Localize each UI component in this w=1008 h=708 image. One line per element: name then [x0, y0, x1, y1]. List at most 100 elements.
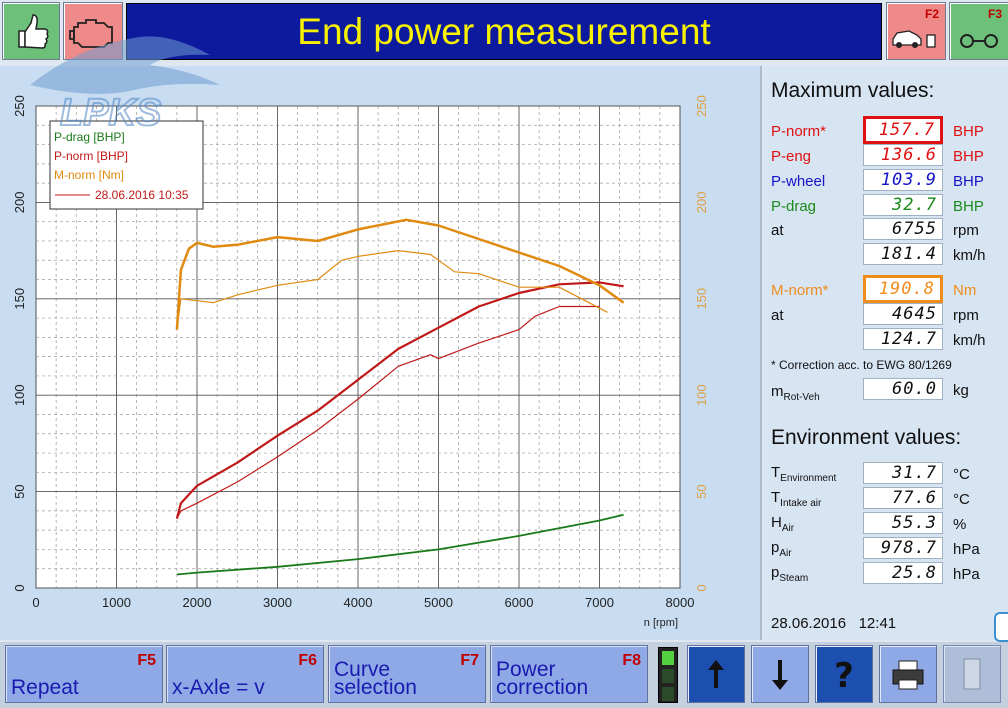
- f8-key-label: F8: [622, 652, 641, 669]
- curve-selection-label: Curve selection: [334, 658, 417, 699]
- series-line: [176, 250, 608, 330]
- f5-key-label: F5: [137, 652, 156, 669]
- env-row-value: 978.7: [863, 537, 943, 559]
- y-tick-label-left: 50: [12, 484, 27, 498]
- question-mark-icon: ?: [834, 656, 854, 694]
- f7-key-label: F7: [460, 652, 479, 669]
- legend-entry: P-drag [BHP]: [54, 130, 125, 144]
- curve-selection-button[interactable]: F7 Curve selection: [328, 645, 486, 703]
- max-row-value: 190.8: [863, 275, 943, 303]
- chart-panel: 0 1000 2000 3000 4000 5000 6000 7000 8000 0 50 100 1…: [0, 66, 762, 640]
- y-tick-label-left: 150: [12, 288, 27, 310]
- env-row-unit: hPa: [953, 566, 980, 583]
- roller-button[interactable]: F3: [949, 2, 1008, 60]
- max-row-label: at: [771, 222, 784, 239]
- x-tick-label: 0: [32, 595, 39, 610]
- arrow-down-icon: [772, 660, 788, 690]
- power-correction-button[interactable]: F8 Power correction: [490, 645, 648, 703]
- env-row-value: 25.8: [863, 562, 943, 584]
- power-chart: 0 1000 2000 3000 4000 5000 6000 7000 80000501001…: [12, 95, 709, 629]
- env-row-label: pAir: [771, 539, 792, 559]
- footer-toolbar: F5 Repeat F6 x-Axle = v F7 Curve selecti…: [0, 642, 1008, 708]
- max-row-value: 103.9: [863, 169, 943, 191]
- max-row-label: M-norm*: [771, 282, 829, 299]
- max-row-unit: km/h: [953, 332, 986, 349]
- max-row-label: P-wheel: [771, 173, 826, 190]
- x-tick-label: 4000: [344, 595, 373, 610]
- correction-footnote: * Correction acc. to EWG 80/1269: [771, 358, 952, 372]
- max-row-value: 32.7: [863, 194, 943, 216]
- y-tick-label-right: 200: [694, 192, 709, 214]
- max-row-value: 157.7: [863, 116, 943, 144]
- values-panel: Maximum values: P-norm* 157.7 BHP P-eng 136.…: [764, 66, 1008, 642]
- y-tick-label-left: 250: [12, 95, 27, 117]
- max-row-value: 124.7: [863, 328, 943, 350]
- header-bar: End power measurement F2 F3: [0, 0, 1008, 64]
- legend-entry: M-norm [Nm]: [54, 168, 124, 182]
- series-line: [176, 513, 624, 576]
- x-axis-label: n [rpm]: [644, 617, 678, 629]
- exit-button[interactable]: [943, 645, 1001, 703]
- x-tick-label: 3000: [263, 595, 292, 610]
- arrow-down-button[interactable]: [751, 645, 809, 703]
- env-row-label: TIntake air: [771, 489, 822, 509]
- y-tick-label-right: 0: [694, 584, 709, 591]
- max-row-value: 6755: [863, 218, 943, 240]
- print-button[interactable]: [879, 645, 937, 703]
- y-tick-label-left: 0: [12, 584, 27, 591]
- environment-heading: Environment values:: [771, 426, 962, 449]
- car-pressure-icon: [892, 30, 936, 48]
- engine-icon: [69, 19, 113, 48]
- max-row-unit: km/h: [953, 247, 986, 264]
- engine-button[interactable]: [63, 2, 123, 60]
- env-row-value: 77.6: [863, 487, 943, 509]
- x-tick-label: 8000: [666, 595, 695, 610]
- max-row-unit: rpm: [953, 307, 979, 324]
- f3-key-label: F3: [987, 7, 1002, 21]
- door-icon: [963, 658, 981, 690]
- max-row-value: 136.6: [863, 144, 943, 166]
- f6-key-label: F6: [298, 652, 317, 669]
- arrow-up-icon: [708, 660, 724, 688]
- max-row-label: at: [771, 307, 784, 324]
- max-row-label: P-drag: [771, 198, 817, 215]
- y-tick-label-left: 100: [12, 384, 27, 406]
- car-data-button[interactable]: F2: [886, 2, 946, 60]
- max-row-value: 4645: [863, 303, 943, 325]
- max-row-unit: rpm: [953, 222, 979, 239]
- mass-label: mRot-Veh: [771, 383, 820, 403]
- page-title: End power measurement: [297, 10, 711, 52]
- x-axle-button[interactable]: F6 x-Axle = v: [166, 645, 324, 703]
- legend-box: [49, 120, 204, 210]
- env-row-unit: hPa: [953, 541, 980, 558]
- max-values-heading: Maximum values:: [771, 79, 935, 102]
- y-tick-label-left: 200: [12, 192, 27, 214]
- repeat-button[interactable]: F5 Repeat: [5, 645, 163, 703]
- env-row-unit: °C: [953, 466, 970, 483]
- max-row-unit: BHP: [953, 123, 984, 140]
- repeat-label: Repeat: [11, 676, 79, 699]
- x-tick-label: 2000: [183, 595, 212, 610]
- side-tab-handle[interactable]: [994, 612, 1008, 642]
- x-tick-label: 1000: [102, 595, 131, 610]
- rollers-icon: [960, 34, 998, 48]
- thumbs-up-icon: [18, 14, 49, 49]
- confirm-button[interactable]: [2, 2, 60, 60]
- help-button[interactable]: ?: [815, 645, 873, 703]
- arrow-up-button[interactable]: [687, 645, 745, 703]
- x-tick-label: 5000: [424, 595, 453, 610]
- printer-icon: [892, 660, 924, 690]
- max-row-label: P-norm*: [771, 123, 827, 140]
- f2-key-label: F2: [924, 7, 939, 21]
- power-correction-label: Power correction: [496, 658, 589, 699]
- y-tick-label-right: 100: [694, 384, 709, 406]
- env-row-unit: °C: [953, 491, 970, 508]
- legend-entry: P-norm [BHP]: [54, 149, 128, 163]
- mass-value: 60.0: [863, 378, 943, 400]
- max-row-unit: BHP: [953, 148, 984, 165]
- env-row-label: TEnvironment: [771, 464, 837, 484]
- x-axle-label: x-Axle = v: [172, 676, 265, 699]
- max-row-label: P-eng: [771, 148, 812, 165]
- max-row-unit: Nm: [953, 282, 977, 299]
- status-led: [658, 647, 678, 703]
